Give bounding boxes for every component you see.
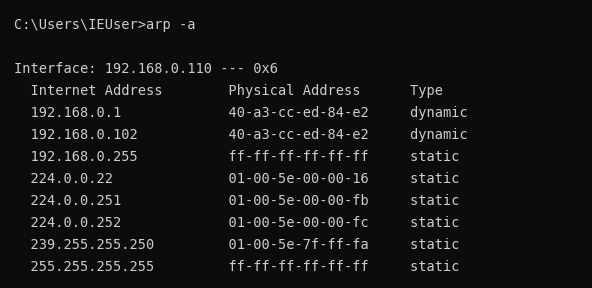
Text: 224.0.0.251             01-00-5e-00-00-fb     static: 224.0.0.251 01-00-5e-00-00-fb static [14,194,459,208]
Text: 224.0.0.22              01-00-5e-00-00-16     static: 224.0.0.22 01-00-5e-00-00-16 static [14,172,459,186]
Text: 192.168.0.102           40-a3-cc-ed-84-e2     dynamic: 192.168.0.102 40-a3-cc-ed-84-e2 dynamic [14,128,468,142]
Text: 224.0.0.252             01-00-5e-00-00-fc     static: 224.0.0.252 01-00-5e-00-00-fc static [14,216,459,230]
Text: Interface: 192.168.0.110 --- 0x6: Interface: 192.168.0.110 --- 0x6 [14,62,278,76]
Text: 239.255.255.250         01-00-5e-7f-ff-fa     static: 239.255.255.250 01-00-5e-7f-ff-fa static [14,238,459,252]
Text: 192.168.0.255           ff-ff-ff-ff-ff-ff     static: 192.168.0.255 ff-ff-ff-ff-ff-ff static [14,150,459,164]
Text: C:\Users\IEUser>arp -a: C:\Users\IEUser>arp -a [14,18,195,32]
Text: 192.168.0.1             40-a3-cc-ed-84-e2     dynamic: 192.168.0.1 40-a3-cc-ed-84-e2 dynamic [14,106,468,120]
Text: 255.255.255.255         ff-ff-ff-ff-ff-ff     static: 255.255.255.255 ff-ff-ff-ff-ff-ff static [14,260,459,274]
Text: Internet Address        Physical Address      Type: Internet Address Physical Address Type [14,84,443,98]
